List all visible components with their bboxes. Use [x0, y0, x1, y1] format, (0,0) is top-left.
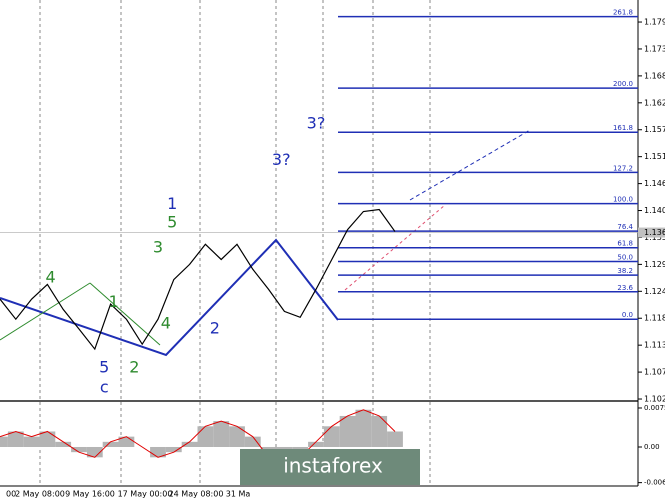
osc-bar — [118, 436, 135, 447]
fib-label: 161.8 — [613, 124, 633, 132]
wave-label: 3? — [307, 113, 326, 132]
osc-bar — [181, 441, 198, 447]
wave-label: 4 — [161, 314, 171, 333]
fib-label: 127.2 — [613, 164, 633, 172]
fib-label: 61.8 — [617, 240, 633, 248]
osc-tick-label: -0.00689 — [644, 479, 665, 487]
osc-bar — [7, 431, 24, 447]
osc-bar — [23, 436, 40, 447]
osc-bar — [102, 441, 119, 447]
fib-label: 200.0 — [613, 80, 633, 88]
osc-bar — [308, 441, 324, 447]
osc-bar — [355, 409, 372, 447]
wave-label: c — [100, 378, 109, 397]
wave-label: 2 — [129, 358, 139, 377]
wave-label: 5 — [99, 358, 109, 377]
x-tick-label: 00 — [6, 490, 16, 499]
osc-bar — [55, 441, 72, 447]
osc-bar — [339, 415, 356, 447]
osc-bar — [229, 426, 245, 447]
osc-bar — [86, 446, 103, 458]
wave-label: 4 — [45, 268, 55, 287]
wave-label: 1 — [109, 292, 119, 311]
fib-label: 261.8 — [613, 9, 633, 17]
osc-bar — [213, 421, 230, 447]
x-tick-label: 31 Ma — [226, 490, 251, 499]
fib-label: 76.4 — [617, 223, 633, 231]
wave-label: 3 — [153, 238, 163, 257]
osc-bar — [244, 436, 261, 447]
osc-bar — [323, 426, 340, 447]
osc-tick-label: 0.00754 — [644, 404, 665, 412]
osc-bar — [71, 446, 87, 453]
wave-label: 5 — [167, 212, 177, 231]
fib-label: 38.2 — [617, 267, 633, 275]
osc-line — [0, 409, 396, 464]
x-tick-label: 24 May 08:00 — [169, 490, 224, 499]
current-price: 1.1361 — [644, 228, 665, 237]
osc-bar — [371, 415, 388, 447]
y-tick-label: 1.1626 — [644, 98, 665, 107]
fib-label: 0.0 — [622, 311, 633, 319]
wave-lines — [0, 238, 339, 357]
y-tick-label: 1.1296 — [644, 260, 665, 269]
wave-label: 2 — [210, 319, 220, 338]
osc-bar — [165, 446, 182, 453]
y-tick-label: 1.1406 — [644, 206, 665, 215]
price-line — [0, 208, 396, 351]
fib-label: 50.0 — [617, 253, 633, 261]
current-price-box — [638, 227, 665, 238]
wave-line — [0, 282, 91, 341]
projection-line — [344, 204, 446, 291]
x-tick-label: 17 May 00:00 — [118, 490, 173, 499]
wave-label: 1 — [167, 194, 177, 213]
osc-tick-label: 0.00 — [644, 443, 660, 451]
fib-label: 23.6 — [617, 284, 633, 292]
x-tick-label: 2 May 08:00 — [15, 490, 65, 499]
brand-banner — [240, 449, 420, 485]
fib-label: 100.0 — [613, 196, 633, 204]
x-tick-label: 9 May 16:00 — [65, 490, 115, 499]
y-tick-label: 1.1186 — [644, 314, 665, 323]
osc-bar — [150, 446, 166, 458]
osc-bar — [197, 426, 214, 447]
brand: instaforex — [283, 454, 383, 478]
osc-bar — [387, 431, 403, 447]
y-tick-label: 1.1076 — [644, 368, 665, 377]
osc-bar — [0, 436, 8, 447]
projection-line — [409, 129, 531, 201]
wave-label: 3? — [272, 150, 291, 169]
y-tick-label: 1.1736 — [644, 44, 665, 53]
osc-bar — [39, 431, 56, 447]
y-tick-label: 1.1021 — [644, 395, 665, 404]
y-tick-label: 1.1516 — [644, 152, 665, 161]
